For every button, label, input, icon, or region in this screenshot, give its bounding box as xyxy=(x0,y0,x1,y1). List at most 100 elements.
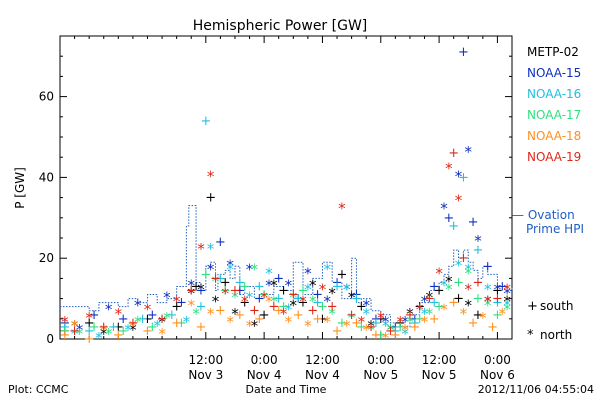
data-point: * xyxy=(455,256,463,274)
data-point: + xyxy=(409,320,420,335)
y-tick-label: 20 xyxy=(39,251,54,265)
data-point: * xyxy=(362,297,370,315)
data-point: * xyxy=(455,167,463,185)
data-point: + xyxy=(404,308,415,323)
data-point: + xyxy=(259,288,270,303)
data-point: + xyxy=(239,279,250,294)
x-tick-label-date: Nov 5 xyxy=(422,368,457,382)
legend-entry: NOAA-18 xyxy=(527,129,581,143)
data-point: * xyxy=(465,260,473,278)
model-legend-line1: — Ovation xyxy=(512,208,575,222)
symbol-legend: + south * north xyxy=(527,299,574,343)
data-point: * xyxy=(319,281,327,299)
data-point: + xyxy=(215,304,226,319)
data-point: + xyxy=(385,324,396,339)
series-noaa-15: + *+ *+*+* +* +*+*+*+* + *+*+ *+ * +*+ * + * +*+*+*+*… xyxy=(59,45,511,339)
data-point: + xyxy=(157,312,168,327)
data-point: * xyxy=(377,309,385,327)
data-point: * xyxy=(304,281,312,299)
data-point: * xyxy=(440,200,448,218)
data-point: + xyxy=(443,211,454,226)
y-axis-label: P [GW] xyxy=(13,167,27,209)
data-point: + xyxy=(288,288,299,303)
data-point: * xyxy=(421,305,429,323)
data-point: + xyxy=(370,312,381,327)
data-point: + xyxy=(147,308,158,323)
data-point: + xyxy=(336,316,347,331)
data-point: * xyxy=(304,317,312,335)
data-point: + xyxy=(273,304,284,319)
data-point: * xyxy=(163,309,171,327)
data-point: * xyxy=(304,264,312,282)
data-point: * xyxy=(401,325,409,343)
ovation-prime-hpi-line xyxy=(60,205,513,328)
y-tick-label: 60 xyxy=(39,90,54,104)
data-point: * xyxy=(187,285,195,303)
data-point: + xyxy=(375,328,386,343)
data-point: + xyxy=(414,312,425,327)
model-legend-line2: Prime HPI xyxy=(526,222,584,236)
data-point: + xyxy=(176,316,187,331)
data-point: + xyxy=(356,300,367,315)
x-tick-label-date: Nov 6 xyxy=(480,368,515,382)
data-point: + xyxy=(458,170,469,185)
data-point: + xyxy=(293,292,304,307)
data-point: + xyxy=(171,300,182,315)
data-point: * xyxy=(285,313,293,331)
data-point: + xyxy=(429,279,440,294)
data-point: * xyxy=(265,264,273,282)
data-point: * xyxy=(76,325,84,343)
series-metp-02: + * +* + *+ *+*+*+*+*+*+* +* +*+*+*+* +* +* +* +*+ *… xyxy=(59,191,511,343)
legend-entry: NOAA-17 xyxy=(527,108,581,122)
data-point: * xyxy=(382,329,390,347)
data-point: + xyxy=(220,275,231,290)
data-point: * xyxy=(401,313,409,331)
data-point: + xyxy=(147,320,158,335)
data-point: + xyxy=(492,292,503,307)
data-point: * xyxy=(406,305,414,323)
data-point: + xyxy=(142,324,153,339)
data-point: + xyxy=(332,324,343,339)
data-point: + xyxy=(482,259,493,274)
data-point: + xyxy=(254,312,265,327)
data-point: + xyxy=(166,308,177,323)
data-point: * xyxy=(290,289,298,307)
data-point: * xyxy=(207,305,215,323)
data-point: + xyxy=(278,284,289,299)
data-point: * xyxy=(309,293,317,311)
data-point: * xyxy=(309,276,317,294)
data-point: + xyxy=(89,308,100,323)
data-point: + xyxy=(171,316,182,331)
data-point: * xyxy=(426,305,434,323)
data-point: + xyxy=(312,288,323,303)
data-point: * xyxy=(421,313,429,331)
series-noaa-16: + * + *+ *+ *+ *++*+*+*+*+*+*+*+ *+*+ * + *+*+*+*+… xyxy=(59,114,511,347)
data-point: + xyxy=(234,284,245,299)
x-tick-label-date: Nov 5 xyxy=(363,368,398,382)
data-point: + xyxy=(424,292,435,307)
footer-right-text: 2012/11/06 04:55:04 xyxy=(478,383,594,396)
data-point: * xyxy=(192,305,200,323)
x-tick-label-time: 0:00 xyxy=(484,353,511,367)
data-point: * xyxy=(362,321,370,339)
plot-frame xyxy=(59,35,513,340)
data-point: + xyxy=(98,320,109,335)
series-noaa-17: + * + * +* +* +*+ *+ *+*+ * +* +* + *+ *+ * + * + * + * +* +*+ *… xyxy=(59,260,511,343)
data-point: + xyxy=(215,235,226,250)
data-point: * xyxy=(421,293,429,311)
data-point: + xyxy=(108,320,119,335)
legend-entry: NOAA-16 xyxy=(527,87,581,101)
data-point: + xyxy=(176,296,187,311)
data-point: + xyxy=(448,219,459,234)
data-point: * xyxy=(270,276,278,294)
data-point: * xyxy=(187,276,195,294)
data-point: + xyxy=(312,296,323,311)
data-point: + xyxy=(497,279,508,294)
series-noaa-19: *+*+*+*+*+**+* +*+*+ *+ *+*+*+ * +*+* + *+**+*+… xyxy=(61,146,511,339)
data-point: + xyxy=(59,324,70,339)
data-point: * xyxy=(221,285,229,303)
data-point: * xyxy=(285,301,293,319)
data-point: + xyxy=(59,328,70,343)
data-point: + xyxy=(89,320,100,335)
data-point: + xyxy=(473,275,484,290)
